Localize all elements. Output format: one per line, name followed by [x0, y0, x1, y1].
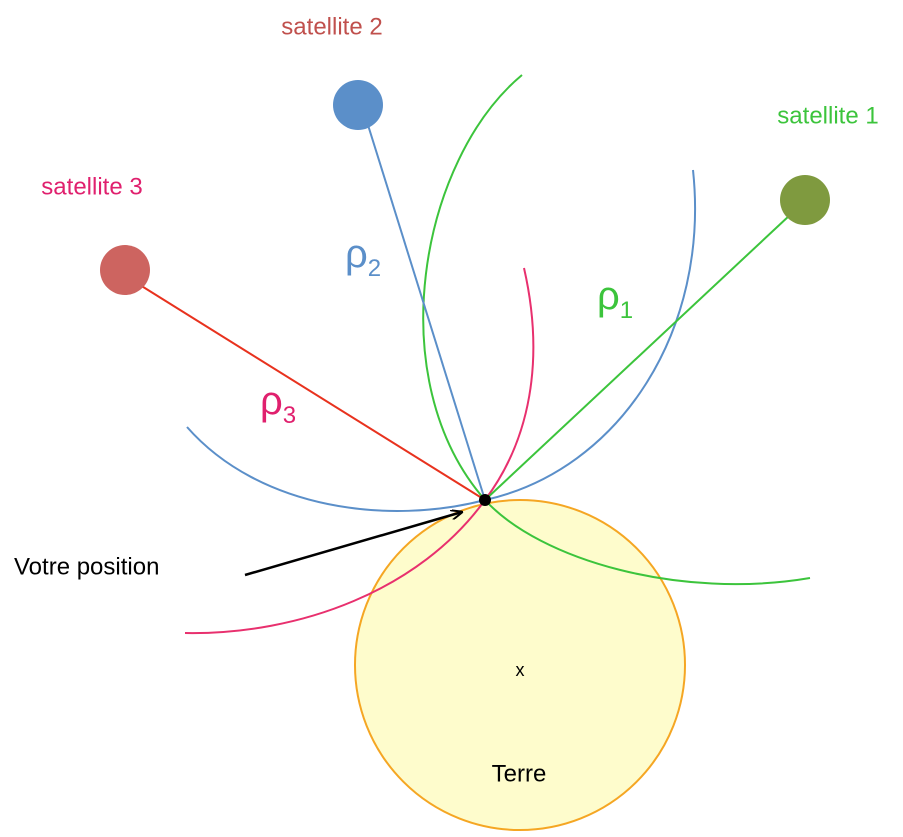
- satellite-label: satellite 3: [41, 173, 142, 200]
- position-arrow: [244, 512, 462, 577]
- earth-label: Terre: [492, 760, 547, 787]
- range-arc-3: [184, 267, 535, 635]
- range-arc-2: [186, 169, 697, 512]
- satellite-label: satellite 2: [281, 13, 382, 40]
- satellite-3: [100, 245, 150, 295]
- satellite-label: satellite 1: [777, 102, 878, 129]
- rho-label: ρ2: [345, 232, 381, 283]
- rho-label: ρ3: [260, 379, 296, 430]
- position-label: Votre position: [14, 553, 159, 580]
- range-arc-1: [422, 74, 811, 586]
- satellite-1: [780, 175, 830, 225]
- earth: [354, 499, 686, 831]
- range-line-1: [484, 214, 791, 501]
- satellite-2: [333, 80, 383, 130]
- rho-label: ρ1: [597, 274, 633, 325]
- range-line-3: [139, 284, 486, 501]
- position-dot: [479, 494, 491, 506]
- range-line-2: [367, 124, 486, 501]
- earth-center: x: [516, 660, 525, 680]
